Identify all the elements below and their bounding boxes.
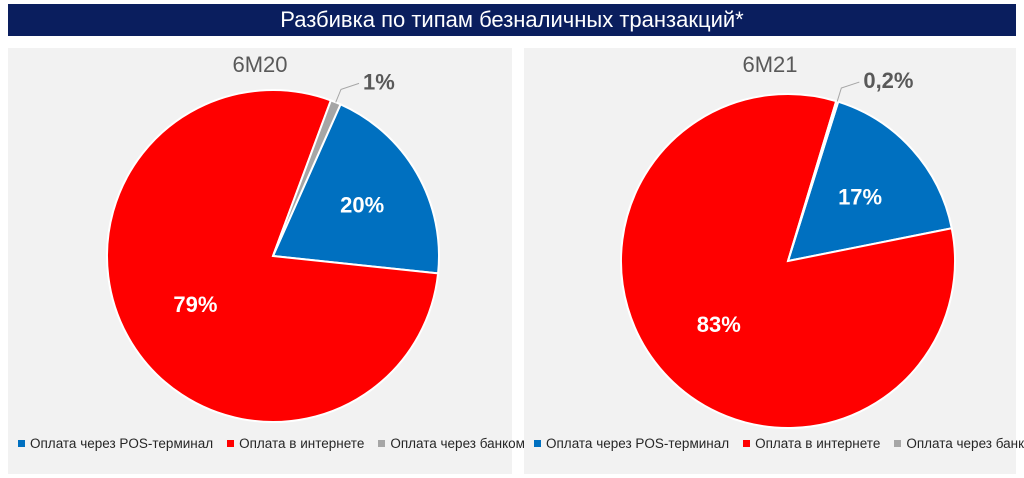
legend-item-atm: Оплата через банкомат (894, 436, 1024, 451)
legend-swatch-pos (534, 440, 541, 447)
data-label-pos: 20% (340, 193, 384, 218)
legend-item-pos: Оплата через POS-терминал (18, 436, 213, 451)
page-title: Разбивка по типам безналичных транзакций… (8, 4, 1016, 36)
legend-swatch-internet (743, 440, 751, 447)
slice-internet (106, 89, 440, 423)
legend-label-atm: Оплата через банкомат (390, 436, 539, 451)
legend: Оплата через POS-терминал Оплата в интер… (18, 436, 538, 451)
legend-item-internet: Оплата в интернете (743, 436, 880, 451)
pie-chart-6m20: 20% 79% 1% (106, 69, 440, 423)
slice-pos (271, 103, 440, 275)
data-label-atm: 0,2% (863, 68, 913, 93)
slice-atm (272, 99, 342, 257)
legend-label-pos: Оплата через POS-терминал (546, 436, 730, 451)
slice-pos (786, 100, 953, 263)
chart-title: 6M20 (232, 52, 288, 77)
chart-panel-6m20: 6M20 20% 79% 1% Оплата через POS-терминал … (8, 48, 538, 474)
legend-swatch-atm (894, 440, 902, 447)
legend-label-atm: Оплата через банкомат (906, 436, 1024, 451)
slice-atm (787, 99, 840, 262)
data-label-internet: 83% (697, 312, 741, 337)
data-label-pos: 17% (838, 184, 882, 209)
leader-line (335, 82, 360, 103)
pie-chart-6m21: 17% 83% 0,2% (620, 68, 956, 429)
legend-item-internet: Оплата в интернете (227, 436, 364, 451)
chart-title: 6M21 (742, 52, 798, 77)
legend: Оплата через POS-терминал Оплата в интер… (534, 436, 1024, 451)
legend-label-pos: Оплата через POS-терминал (30, 436, 214, 451)
legend-label-internet: Оплата в интернете (239, 436, 365, 451)
data-label-internet: 79% (173, 292, 217, 317)
legend-swatch-pos (18, 440, 25, 447)
legend-label-internet: Оплата в интернете (755, 436, 881, 451)
legend-swatch-atm (378, 440, 386, 447)
leader-line (836, 81, 860, 102)
chart-panel-6m21: 6M21 17% 83% 0,2% Оплата через POS-термина… (524, 48, 1024, 474)
legend-item-atm: Оплата через банкомат (378, 436, 538, 451)
legend-swatch-internet (227, 440, 235, 447)
legend-item-pos: Оплата через POS-терминал (534, 436, 729, 451)
data-label-atm: 1% (363, 69, 395, 94)
